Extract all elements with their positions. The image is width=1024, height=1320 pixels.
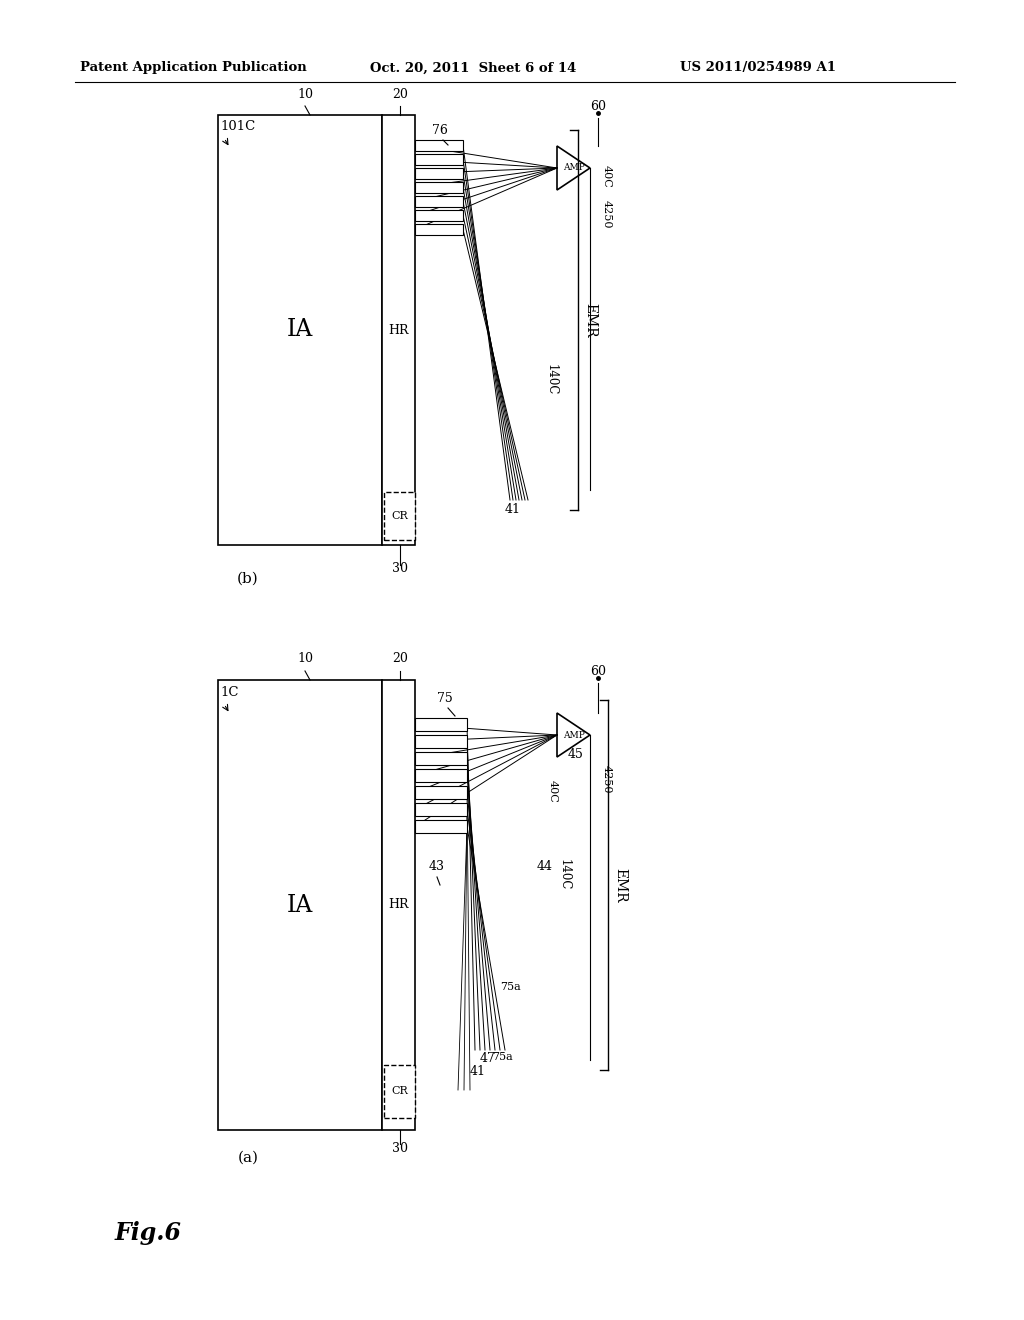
Text: EMR: EMR [583, 302, 597, 338]
Text: 75: 75 [437, 692, 453, 705]
Text: 4250: 4250 [602, 201, 612, 228]
Bar [382, 680, 415, 1130]
Text: HR: HR [388, 323, 409, 337]
Text: 30: 30 [392, 562, 408, 576]
Text: 40C: 40C [602, 165, 612, 187]
Text: CR: CR [391, 511, 408, 521]
Text: HR: HR [388, 899, 409, 912]
Text: CR: CR [391, 1086, 408, 1097]
Text: Fig.6: Fig.6 [115, 1221, 182, 1245]
Text: 10: 10 [297, 88, 313, 102]
Text: (b): (b) [238, 572, 259, 586]
Bar [415, 820, 467, 833]
Text: 40C: 40C [548, 780, 558, 803]
Text: 60: 60 [590, 100, 606, 114]
Text: IA: IA [287, 894, 313, 916]
Text: AMP: AMP [562, 164, 585, 173]
Text: 20: 20 [392, 652, 408, 665]
Bar [415, 140, 463, 150]
Bar [415, 195, 463, 207]
Bar [415, 224, 463, 235]
Text: 30: 30 [392, 1142, 408, 1155]
Bar [415, 770, 467, 781]
Bar [415, 168, 463, 180]
Text: 140C: 140C [558, 859, 571, 891]
Text: EMR: EMR [613, 867, 627, 903]
Text: 45: 45 [568, 748, 584, 762]
Bar [382, 115, 415, 545]
Bar [218, 115, 382, 545]
Bar [415, 210, 463, 220]
Bar [384, 1065, 415, 1118]
Bar [384, 492, 415, 540]
Bar [415, 803, 467, 816]
Text: 101C: 101C [220, 120, 255, 133]
Text: 60: 60 [590, 665, 606, 678]
Text: 75a: 75a [500, 982, 521, 993]
Bar [218, 680, 382, 1130]
Text: 47: 47 [480, 1052, 496, 1065]
Text: AMP: AMP [562, 730, 585, 739]
Text: 44: 44 [537, 861, 553, 873]
Bar [415, 785, 467, 799]
Text: 41: 41 [505, 503, 521, 516]
Text: 76: 76 [432, 124, 447, 137]
Text: 41: 41 [470, 1065, 486, 1078]
Text: 10: 10 [297, 652, 313, 665]
Bar [415, 154, 463, 165]
Text: 43: 43 [429, 861, 445, 873]
Text: IA: IA [287, 318, 313, 342]
Text: 140C: 140C [545, 364, 558, 396]
Text: US 2011/0254989 A1: US 2011/0254989 A1 [680, 62, 836, 74]
Bar [415, 182, 463, 193]
Bar [415, 735, 467, 748]
Text: (a): (a) [238, 1151, 258, 1166]
Text: 1C: 1C [220, 686, 239, 700]
Text: Patent Application Publication: Patent Application Publication [80, 62, 307, 74]
Bar [415, 752, 467, 766]
Text: 20: 20 [392, 88, 408, 102]
Bar [415, 718, 467, 731]
Text: 75a: 75a [492, 1052, 513, 1063]
Text: 4250: 4250 [602, 766, 612, 793]
Text: Oct. 20, 2011  Sheet 6 of 14: Oct. 20, 2011 Sheet 6 of 14 [370, 62, 577, 74]
